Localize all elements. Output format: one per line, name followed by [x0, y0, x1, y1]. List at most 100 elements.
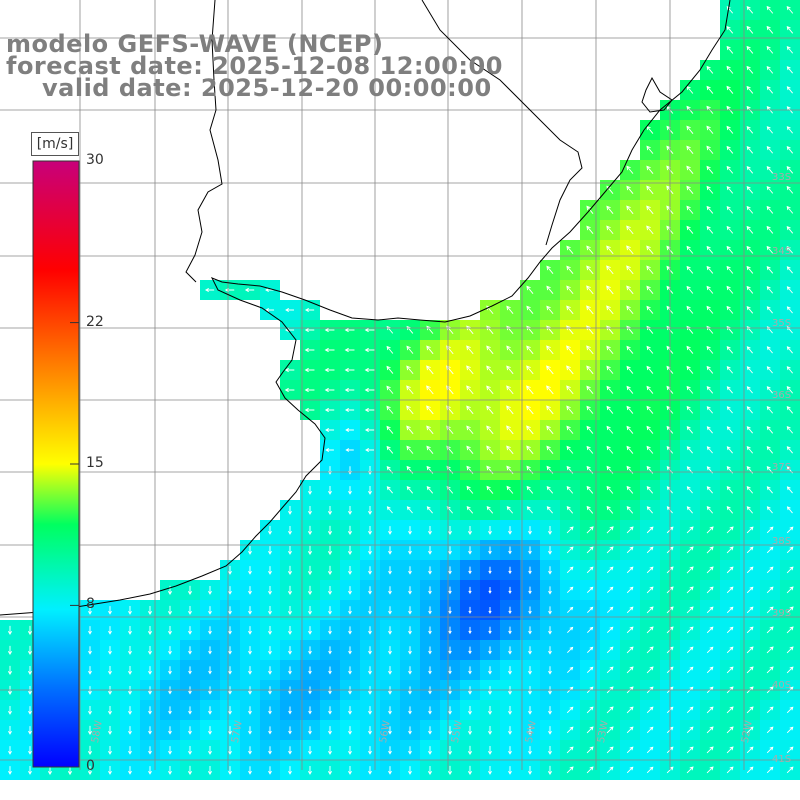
wind-arrow — [508, 626, 512, 635]
wind-arrow — [706, 666, 714, 674]
wind-arrow — [766, 626, 774, 634]
wind-arrow — [626, 646, 634, 654]
wind-arrow — [786, 46, 794, 54]
wind-arrow — [228, 746, 232, 755]
wind-arrow — [587, 626, 594, 633]
wind-arrow — [268, 586, 272, 595]
wind-arrow — [167, 585, 173, 596]
wind-arrow — [7, 705, 13, 715]
wind-arrow — [428, 566, 432, 575]
wind-arrow — [268, 666, 272, 675]
wind-arrow — [508, 646, 512, 655]
wind-arrow — [726, 386, 733, 394]
wind-arrow — [766, 766, 774, 774]
wind-arrow — [686, 305, 694, 314]
wind-arrow — [606, 726, 614, 734]
wind-arrow — [526, 445, 534, 455]
wind-arrow — [208, 646, 212, 655]
wind-arrow — [706, 85, 714, 94]
wind-arrow — [626, 405, 634, 414]
wind-arrow — [466, 485, 474, 494]
wind-arrow — [288, 526, 292, 535]
wind-arrow — [128, 646, 132, 655]
wind-arrow — [766, 126, 774, 134]
wind-arrow — [428, 606, 432, 615]
wind-arrow — [408, 726, 412, 735]
wind-arrow — [686, 526, 694, 534]
wind-arrow — [706, 205, 714, 214]
wind-arrow — [626, 205, 634, 215]
wind-arrow — [308, 666, 312, 675]
wind-arrow — [528, 566, 532, 575]
wind-arrow — [526, 285, 534, 294]
wind-arrow — [448, 706, 452, 715]
colorbar-tick-label: 15 — [86, 455, 104, 471]
wind-arrow — [548, 706, 552, 715]
wind-arrow — [327, 565, 333, 576]
wind-arrow — [548, 526, 552, 535]
wind-arrow — [766, 406, 774, 414]
wind-arrow — [686, 706, 694, 714]
wind-arrow — [766, 5, 774, 14]
wind-arrow — [368, 626, 372, 635]
wind-arrow — [488, 666, 492, 675]
wind-arrow — [448, 606, 452, 615]
wind-arrow — [786, 766, 794, 774]
wind-arrow — [746, 346, 753, 354]
wind-arrow — [208, 666, 212, 675]
wind-arrow — [348, 566, 352, 575]
wind-arrow — [28, 706, 32, 715]
wind-arrow — [786, 446, 793, 454]
wind-arrow — [626, 526, 634, 534]
wind-arrow — [746, 726, 754, 734]
wind-arrow — [428, 666, 432, 675]
wind-arrow — [7, 645, 13, 656]
wind-arrow — [766, 486, 773, 494]
wind-arrow — [228, 706, 232, 715]
wind-arrow — [626, 185, 634, 194]
wind-arrow — [486, 465, 494, 474]
wind-arrow — [408, 526, 412, 535]
title-forecast-date: forecast date: 2025-12-08 12:00:00 — [6, 52, 503, 80]
wind-arrow — [766, 426, 774, 434]
wind-arrow — [188, 605, 192, 615]
wind-arrow — [726, 746, 734, 754]
wind-arrow — [786, 746, 794, 754]
wind-arrow — [726, 486, 734, 494]
wind-arrow — [388, 606, 392, 615]
wind-arrow — [646, 526, 654, 534]
wind-arrow — [304, 307, 315, 313]
wind-arrow — [586, 385, 594, 394]
wind-arrow — [646, 145, 654, 154]
wind-arrow — [606, 445, 614, 454]
wind-arrow — [268, 646, 272, 655]
latitude-label: 38S — [772, 536, 792, 547]
wind-arrow — [128, 746, 132, 755]
wind-arrow — [766, 86, 774, 94]
wind-arrow — [786, 25, 794, 34]
wind-arrow — [586, 746, 594, 754]
wind-arrow — [786, 205, 794, 214]
coastline — [0, 0, 731, 616]
wind-arrow — [726, 646, 734, 654]
wind-arrow — [546, 305, 554, 315]
wind-arrow — [706, 165, 714, 174]
wind-arrow — [506, 345, 514, 355]
wind-arrow — [468, 546, 472, 555]
wind-arrow — [548, 566, 552, 575]
wind-arrow — [546, 365, 554, 375]
wind-arrow — [646, 485, 654, 494]
wind-arrow — [706, 626, 714, 634]
colorbar-unit: [m/s] — [31, 132, 79, 156]
wind-arrow — [746, 265, 754, 274]
wind-arrow — [586, 305, 594, 315]
wind-arrow — [646, 305, 654, 314]
wind-arrow — [188, 726, 192, 735]
wind-arrow — [348, 505, 352, 515]
wind-arrow — [548, 546, 552, 555]
wind-arrow — [766, 386, 773, 394]
wind-arrow — [148, 706, 152, 715]
wind-arrow — [786, 546, 794, 554]
wind-arrow — [646, 285, 654, 294]
wind-arrow — [408, 546, 412, 555]
